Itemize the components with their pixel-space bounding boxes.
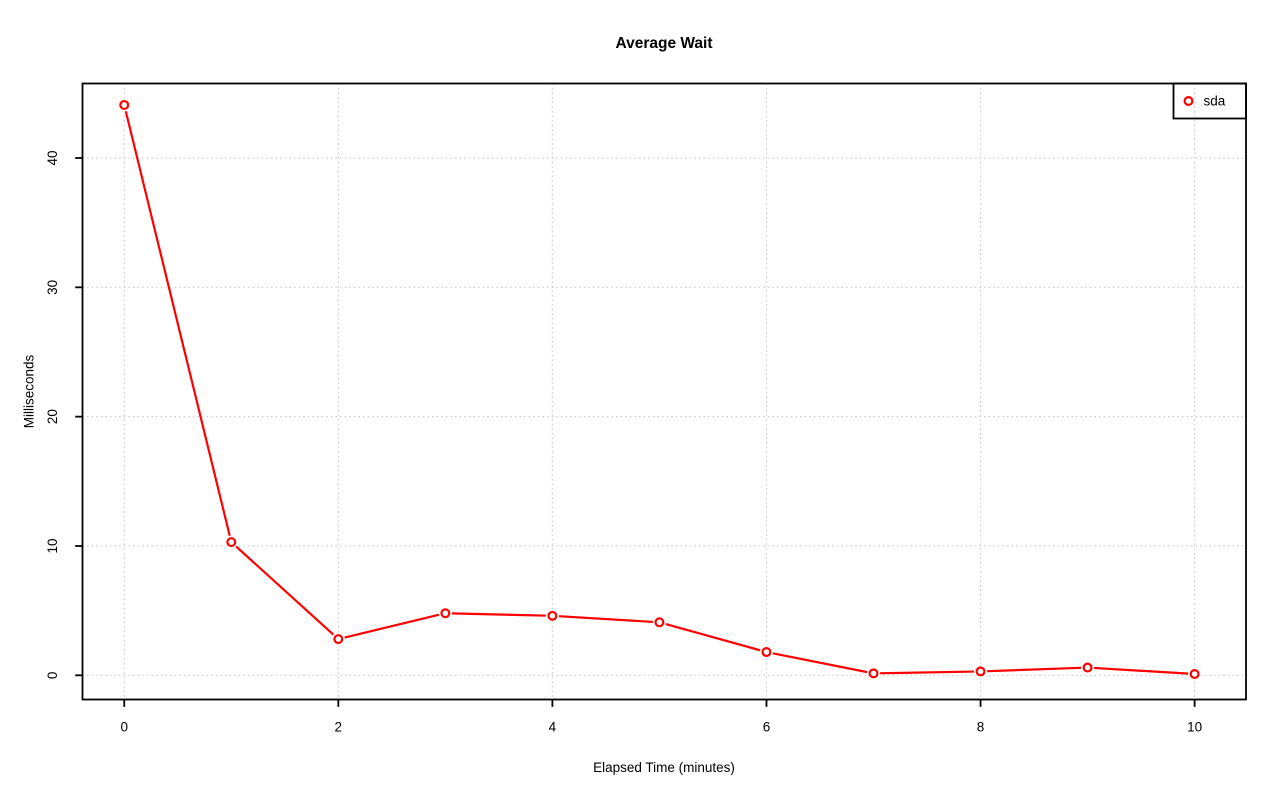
chart-title: Average Wait: [615, 35, 713, 52]
data-point-marker: [1082, 662, 1093, 673]
y-axis-label: Milliseconds: [21, 354, 37, 429]
plot-box: [81, 82, 1247, 701]
data-point-marker: [440, 608, 451, 619]
data-point-marker: [975, 666, 986, 677]
x-tick-label: 2: [335, 720, 343, 735]
y-tick-label: 10: [45, 538, 60, 553]
legend-marker-icon: [1183, 95, 1194, 106]
y-tick-label: 40: [45, 150, 60, 165]
data-point-marker: [547, 610, 558, 621]
y-tick-label: 0: [45, 672, 60, 680]
x-tick-label: 6: [763, 720, 771, 735]
y-tick-label: 20: [45, 409, 60, 424]
x-tick-label: 4: [549, 720, 557, 735]
x-tick-label: 8: [977, 720, 985, 735]
y-tick-label: 30: [45, 280, 60, 295]
x-axis-label: Elapsed Time (minutes): [593, 760, 735, 775]
data-point-marker: [1189, 669, 1200, 680]
data-point-marker: [868, 668, 879, 679]
data-point-marker: [119, 99, 130, 110]
data-point-marker: [761, 647, 772, 658]
data-point-marker: [226, 537, 237, 548]
series-line: [123, 103, 1196, 676]
x-tick-label: 10: [1187, 720, 1202, 735]
data-point-marker: [654, 617, 665, 628]
x-tick-label: 0: [120, 720, 128, 735]
legend-box: [1172, 82, 1247, 120]
legend-label: sda: [1204, 94, 1226, 109]
data-point-marker: [333, 634, 344, 645]
